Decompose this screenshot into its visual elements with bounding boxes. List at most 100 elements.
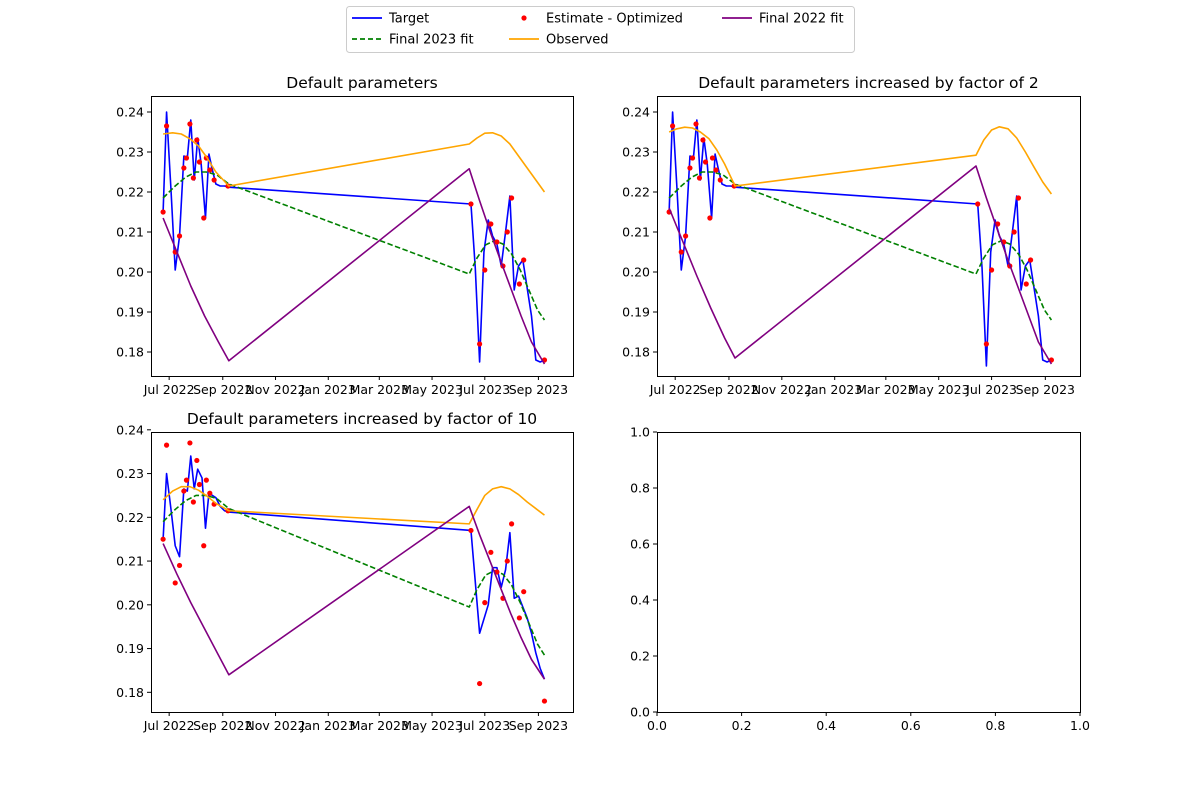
subplot-title: Default parameters (286, 74, 437, 92)
x-tick-label: Jan 2023 (300, 718, 356, 733)
data-point (521, 589, 527, 595)
x-tick-label: Nov 2022 (752, 382, 812, 397)
x-tick-label: Sep 2023 (1016, 382, 1075, 397)
data-point (190, 175, 196, 181)
x-tick-label: May 2023 (401, 718, 463, 733)
x-tick-label: Jul 2023 (965, 382, 1017, 397)
x-tick-label: Sep 2023 (509, 718, 568, 733)
data-point (163, 123, 170, 129)
data-point (194, 457, 200, 464)
legend-marker (521, 15, 527, 21)
axes-frame (657, 432, 1081, 713)
y-tick-label: 0.19 (116, 305, 144, 320)
series-line (162, 505, 546, 680)
data-point (194, 137, 200, 143)
series-dashed-line (162, 494, 546, 656)
x-tick-label: Mar 2023 (350, 718, 409, 733)
data-point (488, 549, 494, 555)
y-tick-label: 0.23 (116, 466, 144, 481)
y-tick-label: 0.19 (622, 305, 650, 320)
legend-label: Observed (546, 33, 609, 48)
data-point (160, 536, 166, 542)
data-point (1011, 229, 1017, 235)
y-tick-label: 0.4 (630, 593, 650, 608)
plot-area (160, 111, 548, 365)
x-tick-label: 0.2 (732, 718, 752, 733)
data-point (196, 481, 203, 488)
y-tick-label: 0.8 (630, 481, 650, 496)
y-tick-label: 0.18 (622, 345, 650, 360)
data-point (187, 440, 193, 446)
y-tick-label: 0.21 (622, 225, 650, 240)
data-point (717, 177, 723, 183)
data-point (183, 477, 190, 483)
y-tick-label: 0.20 (116, 265, 144, 280)
x-tick-label: Jan 2023 (806, 382, 862, 397)
data-point (1015, 195, 1022, 201)
data-point (176, 562, 183, 569)
subplot-2: Default parameters increased by factor o… (622, 74, 1081, 397)
series-line (162, 168, 546, 365)
data-point (509, 195, 515, 201)
y-tick-label: 0.21 (116, 225, 144, 240)
x-tick-label: 0.8 (985, 718, 1005, 733)
plot-area (666, 111, 1054, 367)
x-tick-label: Jan 2023 (300, 382, 356, 397)
x-tick-label: Sep 2022 (193, 718, 252, 733)
data-point (172, 580, 178, 586)
subplot-title: Default parameters increased by factor o… (187, 410, 537, 428)
series-dashed-line (162, 171, 546, 321)
x-tick-label: Sep 2022 (699, 382, 758, 397)
x-tick-label: Jul 2022 (143, 718, 195, 733)
data-point (521, 257, 527, 263)
data-point (211, 177, 217, 183)
data-point (504, 558, 510, 564)
data-point (670, 123, 676, 129)
x-tick-label: May 2023 (908, 382, 970, 397)
axes-frame (151, 432, 574, 713)
data-point (203, 477, 209, 483)
data-point (201, 543, 207, 549)
y-tick-label: 0.18 (116, 345, 144, 360)
y-tick-label: 0.24 (116, 105, 144, 120)
y-tick-label: 0.22 (116, 510, 144, 525)
data-point (1023, 281, 1029, 287)
y-tick-label: 0.19 (116, 641, 144, 656)
data-point (988, 267, 995, 273)
data-point (163, 442, 170, 448)
y-tick-label: 0.24 (116, 422, 144, 437)
series-line (668, 126, 1053, 195)
data-point (181, 165, 187, 171)
axes-frame (151, 96, 574, 377)
data-point (504, 229, 510, 235)
legend-entry: Target (352, 12, 429, 27)
data-point (678, 249, 684, 255)
data-point (700, 137, 706, 143)
data-point (541, 698, 548, 704)
data-point (696, 175, 703, 181)
y-tick-label: 0.20 (116, 597, 144, 612)
data-point (201, 215, 207, 221)
data-point (477, 341, 483, 347)
x-tick-label: Jul 2023 (458, 382, 510, 397)
data-point (516, 281, 522, 287)
x-tick-label: 0.0 (647, 718, 667, 733)
legend-label: Final 2023 fit (389, 33, 474, 48)
data-point (482, 600, 488, 606)
y-tick-label: 0.18 (116, 685, 144, 700)
legend-label: Estimate - Optimized (546, 12, 683, 27)
x-tick-label: 1.0 (1070, 718, 1090, 733)
x-tick-label: Mar 2023 (856, 382, 915, 397)
legend: Target Final 2023 fit Estimate - Optimized… (346, 6, 855, 53)
legend-label: Target (388, 12, 429, 27)
x-tick-label: Jul 2022 (649, 382, 701, 397)
x-tick-label: Jul 2022 (143, 382, 195, 397)
data-point (983, 341, 989, 347)
legend-entry: Final 2023 fit (352, 33, 474, 48)
data-point (207, 167, 213, 173)
plot-area (160, 440, 548, 704)
data-point (709, 155, 716, 161)
data-point (689, 155, 696, 161)
axes-frame (657, 96, 1081, 377)
